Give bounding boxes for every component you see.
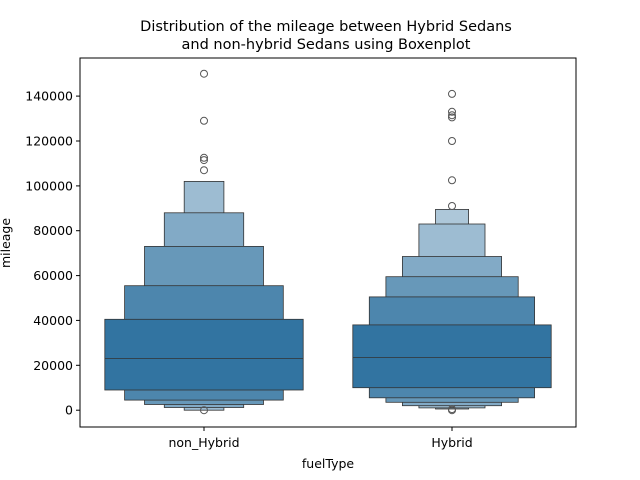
outlier-point xyxy=(200,69,208,78)
outlier-point xyxy=(448,176,456,185)
y-axis: 0 20000 40000 60000 80000 100000 120000 140000 xyxy=(25,89,80,418)
outlier-point xyxy=(200,116,208,125)
outlier-point xyxy=(200,153,208,162)
outlier-point xyxy=(448,111,456,120)
boxen-level-box xyxy=(352,324,552,389)
boxen-level-box xyxy=(104,318,304,391)
chart-title-line-1: Distribution of the mileage between Hybr… xyxy=(140,19,512,35)
outlier-point xyxy=(200,156,208,165)
y-tick-label: 80000 xyxy=(33,223,73,238)
x-tick-label: non_Hybrid xyxy=(168,435,239,450)
outlier-point xyxy=(448,89,456,98)
x-axis: non_Hybrid Hybrid xyxy=(168,427,473,450)
y-tick-label: 120000 xyxy=(25,134,73,149)
y-tick-label: 40000 xyxy=(33,313,73,328)
y-tick-label: 60000 xyxy=(33,268,73,283)
plot-frame xyxy=(79,57,577,428)
chart-title-line-2: and non-hybrid Sedans using Boxenplot xyxy=(182,37,471,53)
y-axis-label: mileage xyxy=(0,218,13,268)
y-tick-label: 100000 xyxy=(25,178,73,193)
outlier-point xyxy=(448,137,456,145)
outlier-point xyxy=(448,202,456,210)
outlier-point xyxy=(200,406,208,415)
y-tick-label: 20000 xyxy=(33,358,73,373)
outlier-point xyxy=(448,113,456,122)
x-axis-label: fuelType xyxy=(302,456,355,471)
outlier-point xyxy=(448,107,456,116)
plot-area xyxy=(104,69,552,415)
y-tick-label: 0 xyxy=(65,403,73,418)
x-tick-label: Hybrid xyxy=(431,435,472,450)
outlier-point xyxy=(200,166,208,175)
outlier-point xyxy=(448,405,456,414)
y-tick-label: 140000 xyxy=(25,89,73,104)
